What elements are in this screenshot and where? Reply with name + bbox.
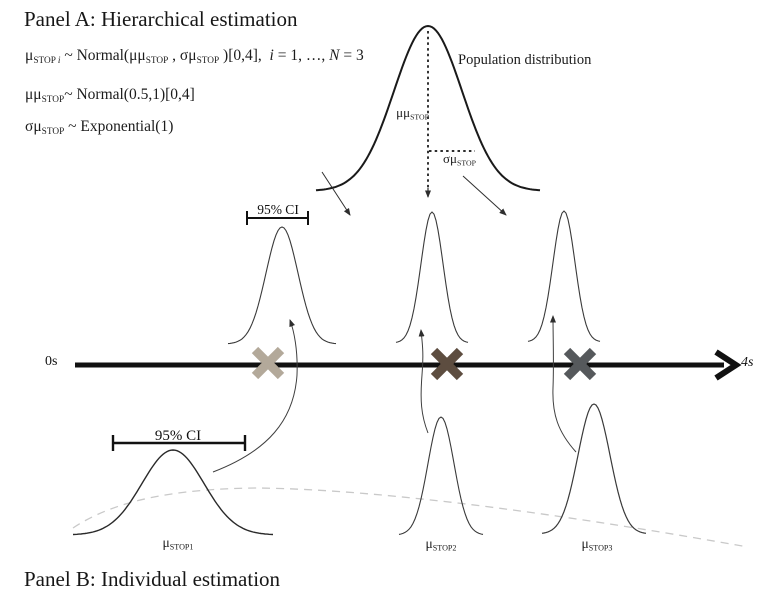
posterior-curve-3 <box>527 210 601 342</box>
formula-group-prior: μSTOP i ~ Normal(μμSTOP , σμSTOP )[0,4],… <box>25 47 364 66</box>
x-mark-2 <box>430 347 464 381</box>
axis-end-label: 4s <box>741 355 754 370</box>
ci-top-label: 95% CI <box>257 202 299 217</box>
x-mark-3 <box>563 347 597 381</box>
population-distribution-curve <box>315 24 541 192</box>
ci-bracket-top <box>246 211 309 225</box>
formula-population-mean-prior: μμSTOP~ Normal(0.5,1)[0,4] <box>25 86 195 105</box>
axis-start-label: 0s <box>45 354 58 369</box>
individual-1-arrow <box>212 319 298 473</box>
population-distribution-label: Population distribution <box>458 52 592 68</box>
individual-3-arrow <box>550 315 577 453</box>
panel-b-title: Panel B: Individual estimation <box>24 567 281 591</box>
formula-population-sd-prior: σμSTOP ~ Exponential(1) <box>25 118 174 137</box>
population-mean-label: μμSTOP <box>396 105 429 122</box>
ci-bottom-label: 95% CI <box>154 428 202 444</box>
posterior-curve-1 <box>227 226 337 345</box>
population-to-right-arrow <box>462 175 507 216</box>
individual-1-label: μSTOP1 <box>162 535 194 552</box>
prior-dashed-curve <box>72 487 749 548</box>
individual-curve-2 <box>398 416 484 535</box>
population-to-left-arrow <box>321 171 351 216</box>
individual-curve-1 <box>72 449 274 536</box>
individual-2-arrow <box>418 329 429 434</box>
individual-3-label: μSTOP3 <box>581 536 613 553</box>
x-mark-1 <box>251 346 285 380</box>
population-sd-label: σμSTOP <box>443 151 476 168</box>
panel-a-title: Panel A: Hierarchical estimation <box>24 7 298 31</box>
ci-bracket-bottom <box>111 435 247 451</box>
individual-2-label: μSTOP2 <box>425 536 457 553</box>
timeline-arrowhead <box>714 349 742 381</box>
posterior-curve-2 <box>395 211 469 343</box>
individual-curve-3 <box>541 403 647 534</box>
